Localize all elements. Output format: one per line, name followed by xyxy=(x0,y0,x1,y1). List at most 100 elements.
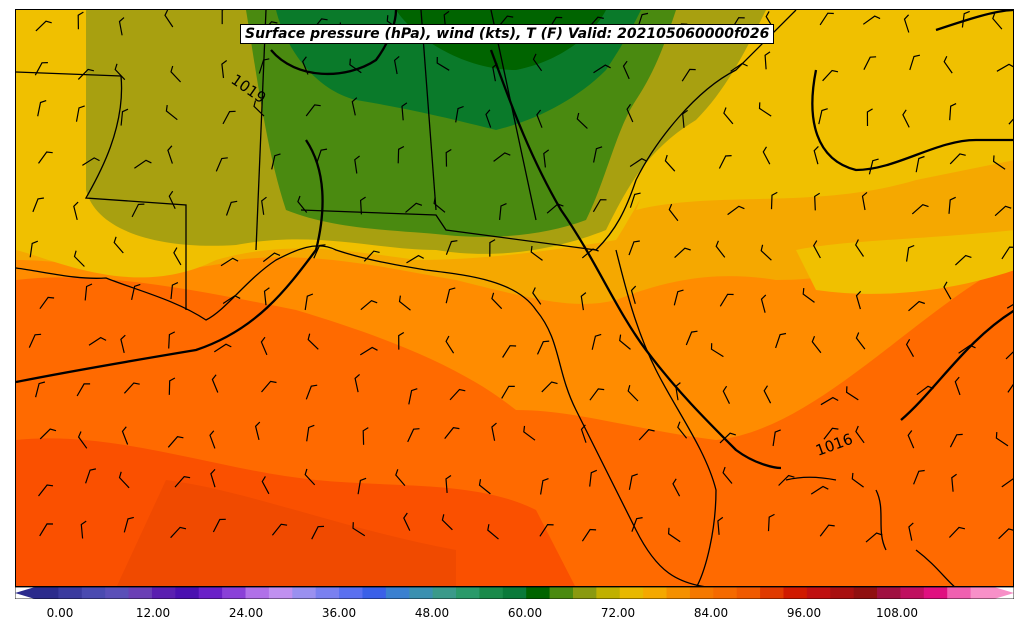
wind-barb xyxy=(445,148,452,167)
wind-barb xyxy=(118,471,130,489)
wind-barb xyxy=(258,58,270,74)
wind-barb xyxy=(814,192,821,211)
isobar-1016-coastal xyxy=(489,49,782,470)
wind-barb xyxy=(73,250,85,267)
wind-barb xyxy=(627,385,639,402)
wind-barb xyxy=(530,245,543,261)
wind-barb xyxy=(820,396,839,406)
wind-barb xyxy=(131,203,145,218)
wind-barb xyxy=(170,65,182,83)
wind-barb xyxy=(818,108,828,125)
wind-barb xyxy=(949,103,957,121)
wind-barb xyxy=(760,244,772,261)
wind-barb xyxy=(581,248,599,259)
wind-barb xyxy=(168,377,176,395)
wind-barb xyxy=(916,385,934,396)
wind-barb xyxy=(819,524,835,537)
colorbar-tick: 108.00 xyxy=(876,606,918,620)
colorbar-segment xyxy=(151,587,176,599)
colorbar-tick: 48.00 xyxy=(414,606,450,620)
wind-barb xyxy=(261,476,270,495)
wind-barb xyxy=(758,102,772,117)
wind-barb xyxy=(77,431,88,449)
wind-barb xyxy=(39,428,57,440)
map-title: Surface pressure (hPa), wind (kts), T (F… xyxy=(240,24,775,44)
wind-barb xyxy=(77,11,84,30)
wind-barb xyxy=(445,335,455,354)
wind-barb xyxy=(134,159,152,169)
wind-barb xyxy=(911,204,929,215)
wind-barb xyxy=(304,468,316,486)
wind-barb xyxy=(75,105,85,122)
colorbar-extend-max xyxy=(994,587,1014,599)
colorbar-segment xyxy=(830,587,855,599)
wind-barb xyxy=(487,524,499,540)
colorbar-segment xyxy=(222,587,247,599)
wind-barb xyxy=(168,190,176,210)
wind-barb xyxy=(763,385,772,404)
colorbar-segment xyxy=(315,587,340,599)
colorbar-tick: 60.00 xyxy=(507,606,543,620)
wind-barb xyxy=(164,10,174,28)
wind-barb xyxy=(35,381,46,398)
wind-barb xyxy=(1001,246,1013,260)
wind-barb xyxy=(908,522,914,541)
wind-barb xyxy=(949,153,966,165)
wind-barb xyxy=(589,388,605,401)
wind-barb xyxy=(913,469,925,485)
wind-barb xyxy=(764,51,771,70)
wind-barb xyxy=(762,146,771,165)
wind-barb xyxy=(222,295,241,305)
colorbar-segment xyxy=(853,587,878,599)
wind-barb xyxy=(76,383,91,397)
colorbar-segment xyxy=(596,587,621,599)
wind-barb xyxy=(262,252,281,263)
wind-barb xyxy=(994,205,1012,217)
wind-barb xyxy=(261,380,277,393)
wind-barb xyxy=(677,421,688,439)
wind-barb xyxy=(349,58,362,74)
wind-barb xyxy=(170,282,179,300)
wind-barb xyxy=(407,428,420,443)
wind-barb xyxy=(948,526,966,538)
wind-barb xyxy=(316,148,328,164)
colorbar-segment xyxy=(81,587,106,599)
wind-barb xyxy=(131,283,141,301)
wind-barb xyxy=(261,196,267,215)
wind-barb xyxy=(865,532,883,543)
colorbar-segment xyxy=(877,587,901,599)
wind-barb xyxy=(363,250,380,262)
colorbar-segment xyxy=(502,587,527,599)
wind-barb xyxy=(581,528,597,542)
wind-barb xyxy=(539,523,554,537)
wind-barb xyxy=(1001,478,1013,488)
wind-barb xyxy=(82,157,100,166)
wind-barb xyxy=(77,68,95,80)
wind-barb xyxy=(855,239,864,257)
wind-barb xyxy=(29,240,39,258)
wind-barb xyxy=(167,145,173,164)
wind-barb xyxy=(311,525,325,540)
wind-barb xyxy=(1008,118,1013,125)
wind-barb xyxy=(497,15,514,28)
wind-barb xyxy=(631,517,643,532)
wind-barb xyxy=(580,424,587,443)
wind-barb xyxy=(727,205,745,216)
colorbar-segment xyxy=(58,587,83,599)
wind-barb xyxy=(167,436,184,448)
wind-barb xyxy=(593,146,603,163)
colorbar-segment xyxy=(245,587,270,599)
wind-barb xyxy=(767,513,775,532)
wind-barb xyxy=(307,333,319,350)
colorbar-segment xyxy=(713,587,738,599)
wind-barb xyxy=(215,157,228,172)
colorbar-segment xyxy=(572,587,597,599)
wind-barb xyxy=(403,512,411,531)
wind-barb xyxy=(401,102,408,121)
wind-barb xyxy=(813,240,821,259)
wind-barb xyxy=(220,257,239,267)
wind-barb xyxy=(675,382,681,401)
wind-barb xyxy=(39,523,54,537)
isobars xyxy=(16,10,1013,470)
wind-barb xyxy=(120,108,129,126)
